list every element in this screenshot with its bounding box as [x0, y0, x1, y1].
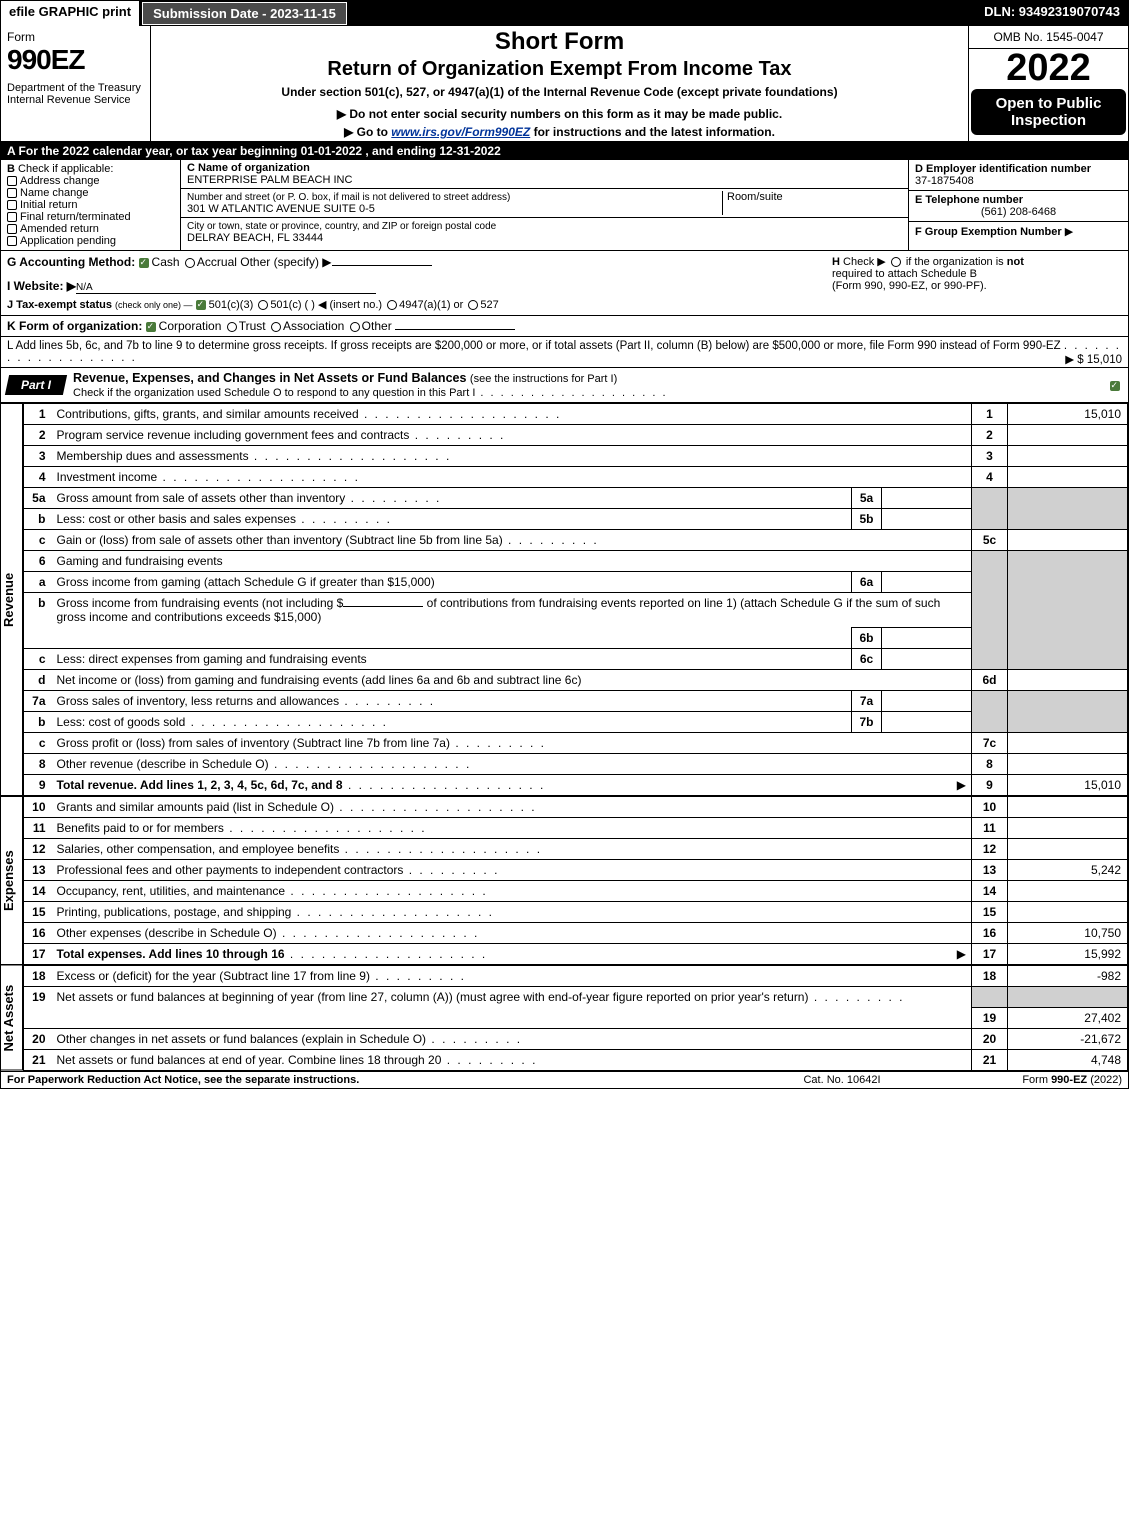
line-4: 4Investment income4	[24, 467, 1128, 488]
row-l: L Add lines 5b, 6c, and 7b to line 9 to …	[1, 337, 1128, 367]
submission-date: Submission Date - 2023-11-15	[142, 2, 347, 25]
line-9: 9Total revenue. Add lines 1, 2, 3, 4, 5c…	[24, 775, 1128, 796]
line-16: 16Other expenses (describe in Schedule O…	[24, 923, 1128, 944]
row-h: H Check ▶ if the organization is not req…	[832, 255, 1122, 311]
page-footer: For Paperwork Reduction Act Notice, see …	[1, 1071, 1128, 1088]
net-assets-section: Net Assets 18Excess or (deficit) for the…	[1, 965, 1128, 1071]
column-c: C Name of organization ENTERPRISE PALM B…	[181, 160, 908, 250]
form-container: efile GRAPHIC print Submission Date - 20…	[0, 0, 1129, 1089]
street-address: 301 W ATLANTIC AVENUE SUITE 0-5	[187, 203, 375, 215]
chk-501c3[interactable]	[196, 300, 206, 310]
revenue-section: Revenue 1Contributions, gifts, grants, a…	[1, 403, 1128, 796]
form-ref: Form 990-EZ (2022)	[942, 1074, 1122, 1086]
line-6b: bGross income from fundraising events (n…	[24, 593, 1128, 628]
title-section: Under section 501(c), 527, or 4947(a)(1)…	[157, 85, 962, 99]
chk-initial-return[interactable]	[7, 200, 17, 210]
chk-527[interactable]	[468, 300, 478, 310]
line-7a: 7aGross sales of inventory, less returns…	[24, 691, 1128, 712]
tax-year: 2022	[969, 49, 1128, 87]
line-13: 13Professional fees and other payments t…	[24, 860, 1128, 881]
line-6: 6Gaming and fundraising events	[24, 551, 1128, 572]
line-14: 14Occupancy, rent, utilities, and mainte…	[24, 881, 1128, 902]
chk-name-change[interactable]	[7, 188, 17, 198]
title-short-form: Short Form	[157, 28, 962, 56]
open-public: Open to Public Inspection	[971, 89, 1126, 135]
chk-address-change[interactable]	[7, 176, 17, 186]
chk-4947[interactable]	[387, 300, 397, 310]
line-7b: bLess: cost of goods sold7b	[24, 712, 1128, 733]
chk-amended[interactable]	[7, 224, 17, 234]
ein: 37-1875408	[915, 175, 974, 187]
line-6a: aGross income from gaming (attach Schedu…	[24, 572, 1128, 593]
net-assets-label: Net Assets	[1, 965, 23, 1071]
chk-other-org[interactable]	[350, 322, 360, 332]
city-state-zip: DELRAY BEACH, FL 33444	[187, 232, 323, 244]
dln: DLN: 93492319070743	[976, 1, 1128, 26]
line-19-val: 1927,402	[24, 1007, 1128, 1028]
room-suite: Room/suite	[722, 191, 902, 215]
line-5c: cGain or (loss) from sale of assets othe…	[24, 530, 1128, 551]
department: Department of the Treasury Internal Reve…	[7, 82, 144, 106]
chk-schedule-b[interactable]	[891, 257, 901, 267]
section-bcde: B Check if applicable: Address change Na…	[1, 160, 1128, 251]
paperwork-notice: For Paperwork Reduction Act Notice, see …	[7, 1074, 742, 1086]
chk-trust[interactable]	[227, 322, 237, 332]
form-word: Form	[7, 30, 144, 44]
line-19: 19Net assets or fund balances at beginni…	[24, 987, 1128, 1008]
line-2: 2Program service revenue including gover…	[24, 425, 1128, 446]
line-3: 3Membership dues and assessments3	[24, 446, 1128, 467]
chk-corporation[interactable]	[146, 322, 156, 332]
line-5b: bLess: cost or other basis and sales exp…	[24, 509, 1128, 530]
line-11: 11Benefits paid to or for members11	[24, 818, 1128, 839]
form-header: Form 990EZ Department of the Treasury In…	[1, 26, 1128, 142]
line-7c: cGross profit or (loss) from sales of in…	[24, 733, 1128, 754]
chk-final-return[interactable]	[7, 212, 17, 222]
l-value: ▶ $ 15,010	[1065, 352, 1122, 366]
revenue-label: Revenue	[1, 403, 23, 796]
efile-print: efile GRAPHIC print	[1, 1, 141, 26]
row-k: K Form of organization: Corporation Trus…	[1, 316, 1128, 337]
chk-schedule-o[interactable]	[1110, 381, 1120, 391]
column-b: B Check if applicable: Address change Na…	[1, 160, 181, 250]
line-5a: 5aGross amount from sale of assets other…	[24, 488, 1128, 509]
chk-application-pending[interactable]	[7, 236, 17, 246]
line-6b-box: 6b	[24, 628, 1128, 649]
line-1: 1Contributions, gifts, grants, and simil…	[24, 404, 1128, 425]
part-i-header: Part I Revenue, Expenses, and Changes in…	[1, 367, 1128, 403]
line-20: 20Other changes in net assets or fund ba…	[24, 1028, 1128, 1049]
expenses-label: Expenses	[1, 796, 23, 965]
line-6d: dNet income or (loss) from gaming and fu…	[24, 670, 1128, 691]
column-d: D Employer identification number 37-1875…	[908, 160, 1128, 250]
line-17: 17Total expenses. Add lines 10 through 1…	[24, 944, 1128, 965]
line-12: 12Salaries, other compensation, and empl…	[24, 839, 1128, 860]
org-name: ENTERPRISE PALM BEACH INC	[187, 174, 352, 186]
line-18: 18Excess or (deficit) for the year (Subt…	[24, 966, 1128, 987]
catalog-number: Cat. No. 10642I	[742, 1074, 942, 1086]
chk-association[interactable]	[271, 322, 281, 332]
other-specify[interactable]	[332, 265, 432, 266]
title-return: Return of Organization Exempt From Incom…	[157, 58, 962, 81]
expenses-section: Expenses 10Grants and similar amounts pa…	[1, 796, 1128, 965]
website-input[interactable]: N/A	[76, 282, 376, 294]
chk-cash[interactable]	[139, 258, 149, 268]
warning-ssn: ▶ Do not enter social security numbers o…	[157, 107, 962, 121]
top-bar: efile GRAPHIC print Submission Date - 20…	[1, 1, 1128, 26]
goto-link-line: ▶ Go to www.irs.gov/Form990EZ for instru…	[157, 125, 962, 139]
row-gh: G Accounting Method: Cash Accrual Other …	[1, 251, 1128, 316]
line-10: 10Grants and similar amounts paid (list …	[24, 797, 1128, 818]
chk-accrual[interactable]	[185, 258, 195, 268]
irs-link[interactable]: www.irs.gov/Form990EZ	[391, 125, 530, 139]
line-15: 15Printing, publications, postage, and s…	[24, 902, 1128, 923]
line-8: 8Other revenue (describe in Schedule O)8	[24, 754, 1128, 775]
line-6c: cLess: direct expenses from gaming and f…	[24, 649, 1128, 670]
chk-501c[interactable]	[258, 300, 268, 310]
row-a: A For the 2022 calendar year, or tax yea…	[1, 142, 1128, 160]
omb-number: OMB No. 1545-0047	[969, 26, 1128, 49]
line-21: 21Net assets or fund balances at end of …	[24, 1049, 1128, 1070]
form-number: 990EZ	[7, 44, 144, 76]
telephone: (561) 208-6468	[915, 206, 1122, 218]
